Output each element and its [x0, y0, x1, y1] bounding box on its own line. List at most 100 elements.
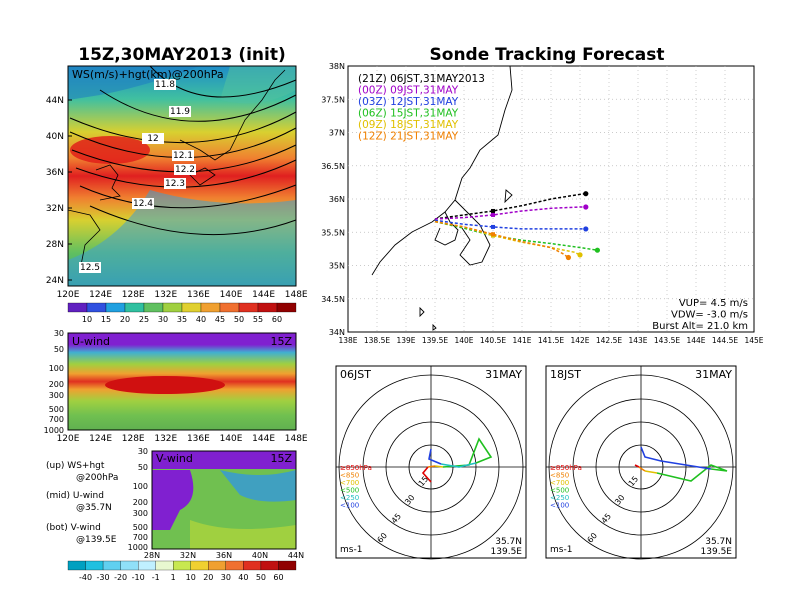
wind-colorbar-swatch — [225, 560, 244, 571]
track-legend-item: (09Z) 18JST,31MAY — [358, 119, 459, 131]
ws-colorbar-label: 35 — [177, 315, 187, 324]
ws-colorbar-label: 10 — [82, 315, 92, 324]
track-lon-tick: 142E — [570, 336, 589, 345]
hodograph-legend-item: <500 — [340, 487, 359, 495]
u-lon-tick: 128E — [122, 434, 145, 444]
v-lat-tick: 40N — [252, 551, 268, 560]
hodograph-lon: 139.5E — [491, 547, 523, 557]
ws-colorbar-label: 50 — [234, 315, 244, 324]
hodograph-time: 06JST — [340, 368, 371, 381]
track-lat-tick: 37N — [329, 129, 345, 138]
track-legend-item: (06Z) 15JST,31MAY — [358, 108, 459, 120]
u-lon-tick: 136E — [187, 434, 210, 444]
track-endpoint-3 — [594, 247, 601, 253]
ws-lon-tick: 140E — [220, 290, 243, 300]
u-lon-tick: 140E — [220, 434, 243, 444]
track-line-0 — [434, 192, 586, 220]
ws-contour-label: 12.3 — [165, 179, 185, 189]
track-lon-tick: 139.5E — [422, 336, 448, 345]
track-legend-item: (03Z) 12JST,31MAY — [358, 96, 459, 108]
hodograph-unit: ms-1 — [340, 545, 362, 555]
hodograph-trace-0 — [634, 464, 640, 468]
v-lat-tick: 32N — [180, 551, 196, 560]
ws-contour-label: 12.4 — [133, 199, 153, 209]
track-lat-tick: 36N — [329, 195, 345, 204]
v-pressure-tick: 30 — [138, 447, 148, 456]
ws-colorbar-label: 55 — [253, 315, 263, 324]
ws-contour-label-bg — [142, 133, 164, 144]
ws-colorbar-swatch — [238, 302, 259, 313]
legend-note: (up) WS+hgt — [46, 461, 105, 471]
ws-colorbar-label: 15 — [101, 315, 111, 324]
track-lat-tick: 38N — [329, 62, 345, 71]
ws-contour-label-bg — [172, 150, 194, 161]
ws-colorbar-label: 45 — [215, 315, 225, 324]
v-pressure-tick: 100 — [133, 482, 148, 491]
ws-map-panel: 11.8 11.9 12 12.1 12.2 12.3 12.4 12.5 44N 40N 36N… — [46, 65, 308, 300]
wind-colorbar-label: -1 — [152, 573, 160, 582]
v-pressure-tick: 500 — [133, 523, 148, 532]
hodograph-legend-item: <100 — [340, 502, 359, 510]
v-lat-tick: 28N — [144, 551, 160, 560]
u-pressure-tick: 30 — [54, 329, 64, 338]
ws-lat-tick: 24N — [46, 276, 64, 286]
ws-colorbar-swatch — [143, 302, 164, 313]
ws-lon-tick: 120E — [57, 290, 80, 300]
v-lat-ticks: 28N 32N 36N 40N 44N — [144, 551, 304, 560]
ws-lat-tick: 28N — [46, 240, 64, 250]
track-lat-tick: 37.5N — [321, 95, 345, 104]
hodograph-legend-item: ≥850hPa — [340, 464, 372, 472]
wind-colorbar-label: 40 — [238, 573, 248, 582]
ws-colorbar-swatch — [276, 302, 297, 313]
hodograph-trace-2 — [434, 465, 444, 468]
hodograph-unit: ms-1 — [550, 545, 572, 555]
wind-colorbar-label: -30 — [97, 573, 110, 582]
ws-contour-label: 12.1 — [173, 151, 193, 161]
ws-lon-tick: 124E — [89, 290, 112, 300]
track-legend-item: (00Z) 09JST,31MAY — [358, 85, 459, 97]
u-lon-tick: 120E — [57, 434, 80, 444]
track-endpoint-1 — [583, 204, 589, 210]
hodograph-legend-item: ≥850hPa — [550, 464, 582, 472]
wind-colorbar-swatch — [190, 560, 209, 571]
u-pressure-tick: 200 — [49, 380, 64, 389]
ws-contour-label-bg — [132, 198, 154, 209]
ws-colorbar-swatch — [105, 302, 126, 313]
left-title: 15Z,30MAY2013 (init) — [78, 45, 286, 65]
wind-colorbar-swatch — [155, 560, 174, 571]
wind-colorbar-label: 30 — [221, 573, 231, 582]
hodograph-trace-3 — [656, 464, 728, 482]
track-lat-tick: 36.5N — [321, 162, 345, 171]
ws-lat-tick: 32N — [46, 204, 64, 214]
u-panel-label: U-wind — [72, 335, 110, 348]
track-lon-tick: 143.5E — [654, 336, 680, 345]
hodograph-legend-item: <250 — [340, 494, 359, 502]
legend-note: @139.5E — [76, 535, 117, 545]
ws-contour-label: 12.2 — [175, 165, 195, 175]
u-pressure-tick: 50 — [54, 345, 64, 354]
hodograph-date: 31MAY — [485, 368, 522, 381]
track-info-line: Burst Alt= 21.0 km — [652, 321, 748, 332]
track-line-4 — [434, 220, 581, 256]
wind-colorbar-label: 50 — [256, 573, 266, 582]
ws-contour-label-bg — [79, 262, 101, 273]
track-lon-tick: 141.5E — [538, 336, 564, 345]
track-series — [434, 191, 601, 261]
ws-contour-label-bg — [174, 164, 196, 175]
ws-lon-tick: 136E — [187, 290, 210, 300]
v-pressure-tick: 300 — [133, 509, 148, 518]
u-lon-tick: 148E — [285, 434, 308, 444]
track-line-5 — [434, 220, 569, 259]
wind-colorbar-label: -10 — [132, 573, 145, 582]
ws-contour-label: 11.8 — [155, 80, 175, 90]
wind-colorbar-swatch — [120, 560, 139, 571]
hodograph-time: 18JST — [550, 368, 581, 381]
hodograph-legend-item: <500 — [550, 487, 569, 495]
u-pressure-tick: 500 — [49, 405, 64, 414]
wind-colorbar-label: 10 — [186, 573, 196, 582]
